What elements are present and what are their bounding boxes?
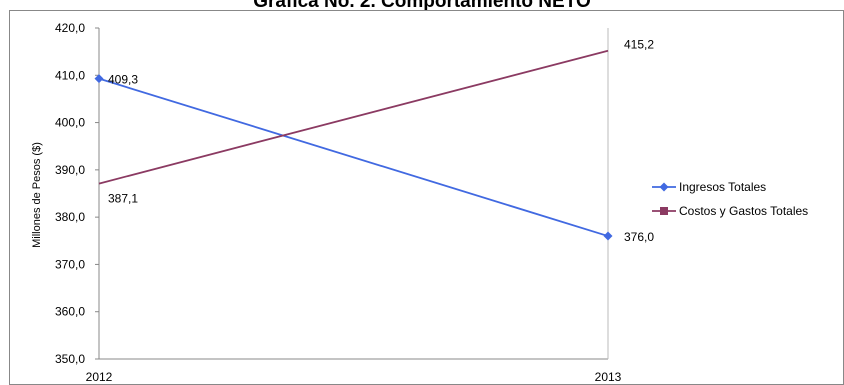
y-tick-label: 350,0 — [55, 352, 85, 366]
y-axis-label: Millones de Pesos ($) — [31, 142, 43, 248]
chart-title: Grafica No. 2. Comportamiento NETO — [253, 0, 591, 12]
y-tick-label: 420,0 — [55, 21, 85, 35]
series-line — [98, 49, 609, 185]
data-label: 376,0 — [624, 230, 654, 244]
data-label: 409,3 — [108, 73, 138, 87]
data-point-diamond — [603, 231, 613, 241]
data-label: 387,1 — [108, 192, 138, 206]
data-point-diamond — [94, 74, 104, 84]
x-tick-label: 2012 — [86, 370, 113, 384]
y-tick-label: 390,0 — [55, 163, 85, 177]
y-tick-label: 360,0 — [55, 305, 85, 319]
x-tick-label: 2013 — [595, 370, 622, 384]
y-tick-label: 380,0 — [55, 210, 85, 224]
series-line — [98, 77, 609, 237]
legend-marker-square — [660, 207, 668, 215]
legend-entry: Ingresos Totales — [679, 180, 766, 194]
y-tick-label: 370,0 — [55, 257, 85, 271]
y-tick-label: 400,0 — [55, 116, 85, 130]
legend-marker-diamond — [659, 182, 669, 192]
legend-entry: Costos y Gastos Totales — [679, 204, 808, 218]
data-label: 415,2 — [624, 38, 654, 52]
y-tick-label: 410,0 — [55, 68, 85, 82]
